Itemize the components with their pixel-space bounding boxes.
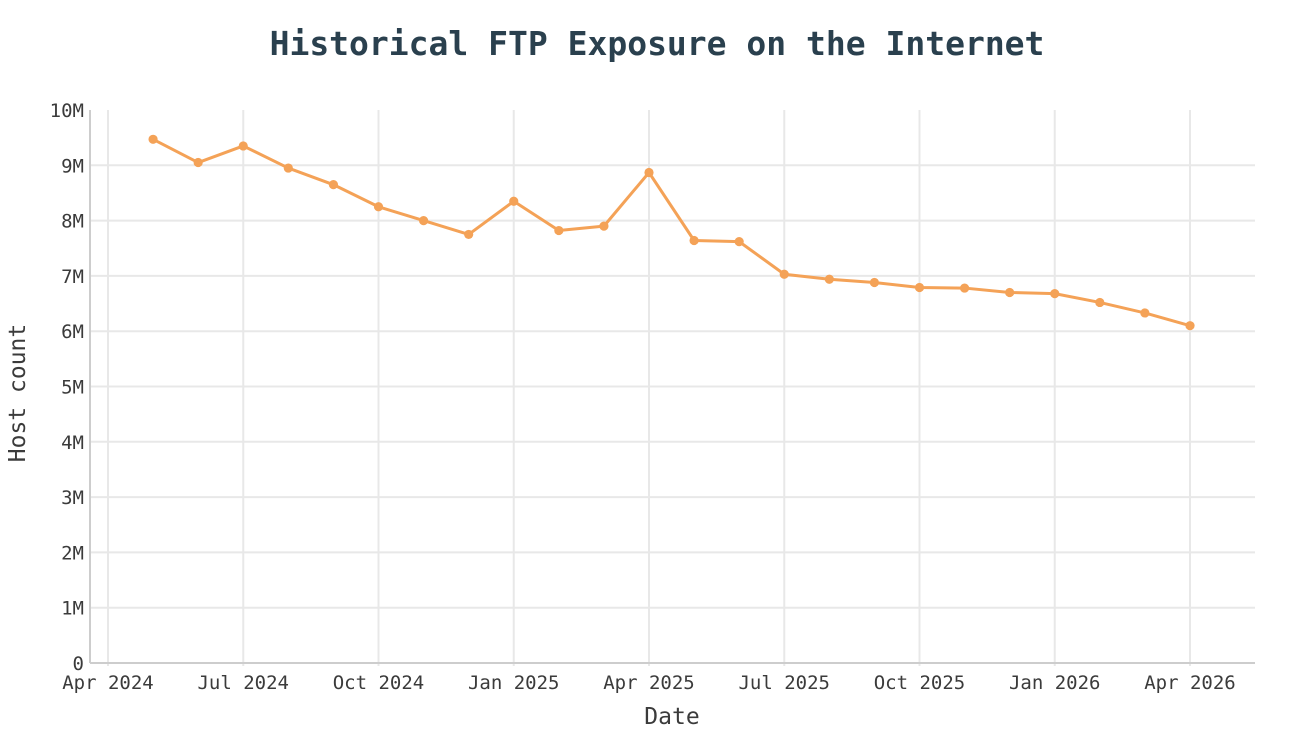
y-tick-label: 2M	[61, 542, 84, 564]
data-point-marker	[734, 237, 744, 247]
y-tick-label: 3M	[61, 487, 84, 509]
data-point-marker	[283, 163, 293, 173]
data-point-marker	[418, 216, 429, 226]
y-tick-label: 6M	[61, 321, 84, 343]
y-tick-label: 5M	[61, 377, 84, 399]
data-point-marker	[1095, 297, 1105, 308]
data-point-marker	[148, 134, 158, 144]
axis-spines	[89, 110, 1255, 664]
y-tick-label: 10M	[50, 100, 84, 122]
data-point-marker	[1185, 321, 1195, 331]
data-point-marker	[959, 283, 970, 293]
x-tick-label: Jul 2024	[197, 672, 289, 694]
data-point-marker	[1140, 308, 1150, 318]
data-point-marker	[779, 269, 789, 279]
chart-title: Historical FTP Exposure on the Internet	[270, 24, 1045, 63]
x-axis-label: Date	[644, 704, 699, 730]
data-point-marker	[328, 180, 339, 190]
y-tick-label: 4M	[61, 432, 84, 454]
data-point-marker	[373, 202, 384, 212]
data-point-marker	[193, 157, 203, 168]
y-tick-label: 7M	[61, 266, 84, 288]
y-tick-label: 0	[73, 653, 84, 675]
y-tick-label: 1M	[61, 598, 84, 620]
data-point-marker	[1050, 288, 1060, 299]
grid-layer	[90, 110, 1255, 666]
data-point-marker	[509, 196, 519, 206]
data-point-marker	[644, 167, 654, 178]
x-tick-label: Jul 2025	[738, 672, 830, 694]
x-tick-label: Apr 2026	[1144, 672, 1236, 694]
data-point-marker	[554, 225, 564, 236]
data-point-marker	[824, 274, 834, 284]
x-tick-label: Oct 2024	[333, 672, 425, 694]
x-tick-label: Jan 2026	[1009, 672, 1101, 694]
data-series	[148, 134, 1195, 331]
x-tick-label: Apr 2025	[603, 672, 695, 694]
data-point-marker	[689, 235, 699, 246]
data-point-marker	[599, 221, 609, 231]
data-point-marker	[464, 229, 474, 240]
data-point-marker	[869, 277, 880, 288]
data-line	[151, 137, 1192, 328]
data-point-marker	[914, 282, 925, 293]
tick-labels: Apr 2024 Jul 2024 Oct 2024 Jan 2025 Apr 2025…	[50, 100, 1236, 694]
x-tick-label: Apr 2024	[62, 672, 154, 694]
data-point-marker	[238, 141, 248, 151]
x-tick-label: Jan 2025	[468, 672, 560, 694]
data-point-marker	[1005, 287, 1015, 298]
y-tick-label: 9M	[61, 155, 84, 177]
x-tick-label: Oct 2025	[874, 672, 966, 694]
y-axis-label: Host count	[5, 324, 31, 462]
y-tick-label: 8M	[61, 211, 84, 233]
